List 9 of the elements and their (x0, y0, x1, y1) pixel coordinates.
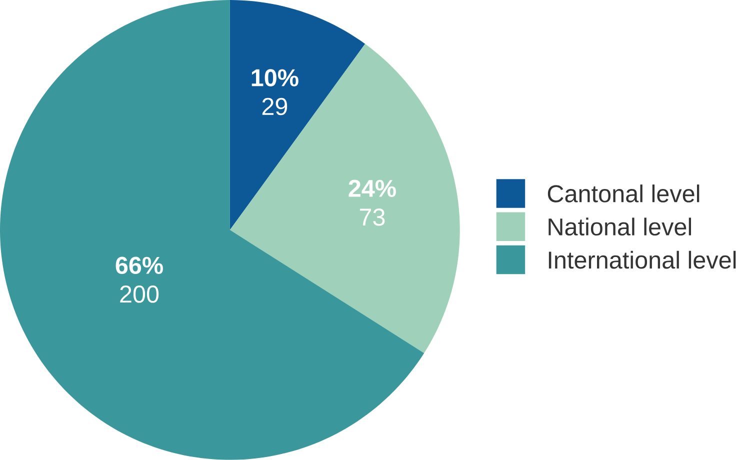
text: 73 (360, 208, 385, 226)
text: 29 (262, 98, 288, 116)
legend-label: International level (548, 250, 736, 269)
data-label: 10% (252, 69, 298, 86)
data-label: 66% (116, 256, 163, 274)
text: 200 (120, 286, 159, 303)
legend-label: National level (548, 218, 692, 236)
data-label: 24% (348, 180, 396, 198)
legend-label: Cantonal level (548, 184, 700, 202)
